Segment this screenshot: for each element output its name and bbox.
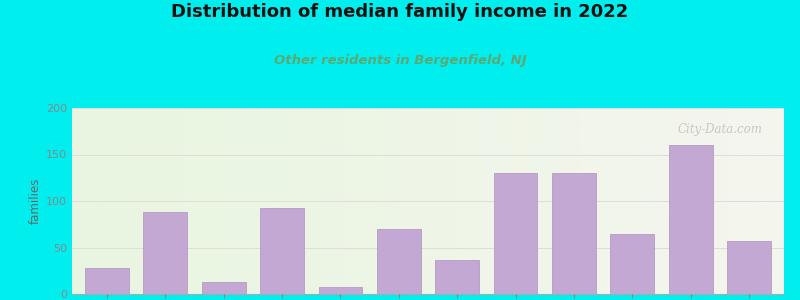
Bar bbox=[610, 233, 654, 294]
Bar bbox=[143, 212, 187, 294]
Text: Other residents in Bergenfield, NJ: Other residents in Bergenfield, NJ bbox=[274, 54, 526, 67]
Bar bbox=[494, 173, 538, 294]
Bar bbox=[552, 173, 596, 294]
Bar bbox=[435, 260, 479, 294]
Bar bbox=[260, 208, 304, 294]
Y-axis label: families: families bbox=[29, 178, 42, 224]
Bar bbox=[85, 268, 129, 294]
Bar bbox=[318, 287, 362, 294]
Text: City-Data.com: City-Data.com bbox=[678, 123, 762, 136]
Text: Distribution of median family income in 2022: Distribution of median family income in … bbox=[171, 3, 629, 21]
Bar bbox=[202, 282, 246, 294]
Bar bbox=[727, 241, 771, 294]
Bar bbox=[377, 229, 421, 294]
Bar bbox=[669, 145, 713, 294]
